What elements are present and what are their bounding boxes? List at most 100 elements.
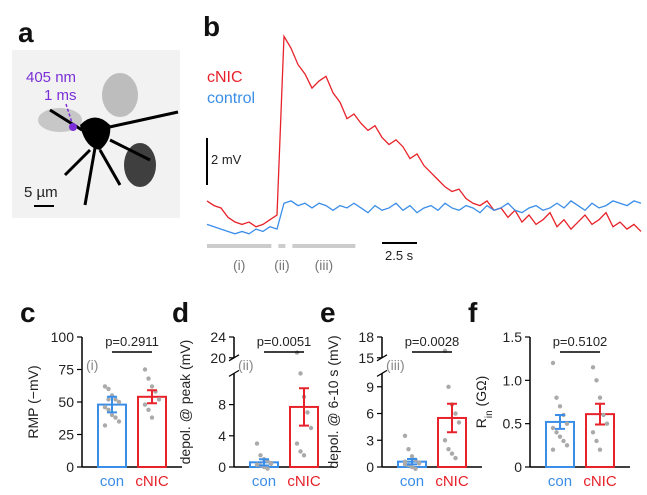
y-tick-label: 18 bbox=[358, 329, 374, 345]
trace-line bbox=[206, 200, 642, 235]
data-point bbox=[416, 461, 422, 466]
data-point bbox=[446, 384, 451, 389]
y-label-main: R bbox=[473, 418, 489, 428]
p-value: p=0.2911 bbox=[105, 334, 159, 349]
data-point bbox=[590, 430, 596, 435]
y-tick-label: 9 bbox=[366, 379, 374, 395]
axis-break bbox=[228, 369, 240, 377]
y-tick-label: 0.5 bbox=[503, 416, 523, 432]
data-point bbox=[453, 455, 458, 461]
soma bbox=[80, 117, 111, 150]
data-point bbox=[446, 446, 451, 452]
p-value: p=0.0051 bbox=[257, 334, 312, 349]
error-bar bbox=[107, 395, 117, 414]
data-point bbox=[149, 384, 155, 389]
data-point bbox=[254, 441, 260, 446]
y-tick-label: 25 bbox=[58, 427, 74, 443]
duration: 1 ms bbox=[44, 87, 77, 104]
cell-blob bbox=[124, 143, 156, 187]
data-point bbox=[557, 404, 563, 409]
y-axis-label: depol. @ 6-10 s (mV) bbox=[325, 335, 341, 468]
data-point bbox=[305, 410, 310, 415]
y-tick-label: 0 bbox=[514, 459, 522, 475]
error-bar bbox=[147, 389, 157, 405]
error-bar bbox=[407, 457, 417, 466]
data-point bbox=[557, 434, 563, 439]
data-point bbox=[113, 415, 118, 420]
x-tick-label: con bbox=[548, 473, 572, 490]
data-point bbox=[113, 397, 118, 402]
image-panel: a 405 nm 1 ms 5 µm bbox=[12, 17, 180, 218]
data-point bbox=[413, 466, 418, 471]
legend-label: cNIC bbox=[207, 69, 243, 86]
y-tick-label: 100 bbox=[51, 329, 75, 345]
y-tick-label: 0 bbox=[218, 459, 226, 475]
window-annotation: (i) bbox=[86, 357, 98, 373]
data-point bbox=[109, 412, 115, 418]
y-tick-label: 0 bbox=[366, 459, 374, 475]
data-point bbox=[268, 461, 274, 467]
error-bar bbox=[259, 458, 269, 467]
data-point bbox=[102, 405, 108, 410]
error-bar bbox=[299, 387, 309, 427]
x-tick-label: con bbox=[400, 473, 424, 490]
error-bar bbox=[555, 414, 565, 430]
x-tick-label: con bbox=[252, 473, 276, 490]
data-point bbox=[449, 451, 455, 456]
data-point bbox=[102, 384, 108, 389]
data-point bbox=[116, 419, 122, 424]
data-point bbox=[294, 441, 300, 446]
trace-line bbox=[206, 34, 642, 232]
data-point bbox=[550, 425, 556, 431]
data-point bbox=[453, 411, 458, 416]
data-point bbox=[601, 412, 606, 418]
bar bbox=[137, 395, 167, 468]
data-point bbox=[561, 438, 566, 444]
p-value: p=0.5102 bbox=[553, 334, 608, 349]
window-label: (ii) bbox=[274, 257, 290, 273]
window-annotation: (ii) bbox=[238, 357, 254, 373]
data-point bbox=[554, 395, 559, 400]
window-annotation: (iii) bbox=[386, 357, 405, 373]
data-point bbox=[409, 464, 415, 470]
data-point bbox=[146, 376, 151, 381]
legend-label: control bbox=[207, 90, 255, 107]
stim-spot bbox=[69, 123, 77, 131]
axis-break bbox=[376, 369, 388, 377]
data-point bbox=[156, 397, 162, 402]
data-point bbox=[590, 365, 596, 370]
y-tick-label: 0 bbox=[66, 459, 74, 475]
scale-label-y: 2 mV bbox=[211, 152, 242, 167]
data-point bbox=[102, 423, 108, 428]
x-tick-label: cNIC bbox=[287, 473, 321, 490]
data-point bbox=[402, 459, 408, 464]
data-point bbox=[265, 466, 270, 471]
p-value: p=0.0028 bbox=[405, 334, 460, 349]
y-tick-label: 75 bbox=[58, 362, 74, 378]
cell-blob bbox=[102, 73, 138, 117]
wavelength: 405 nm bbox=[26, 69, 76, 86]
error-bar bbox=[447, 402, 457, 434]
data-point bbox=[604, 421, 610, 426]
panel-label: d bbox=[172, 297, 189, 328]
x-tick-label: cNIC bbox=[135, 473, 169, 490]
panel-label: e bbox=[320, 297, 336, 328]
y-tick-label: 20 bbox=[210, 350, 226, 366]
stim-line bbox=[65, 103, 74, 127]
data-point bbox=[146, 407, 151, 412]
data-point bbox=[142, 367, 148, 372]
y-tick-label: 6 bbox=[366, 406, 374, 422]
error-bar bbox=[595, 402, 605, 426]
window-label: (iii) bbox=[315, 257, 334, 273]
data-point bbox=[258, 453, 263, 458]
panel-label: b bbox=[203, 11, 220, 42]
data-point bbox=[149, 415, 155, 420]
data-point bbox=[142, 402, 148, 407]
data-point bbox=[456, 420, 462, 425]
y-tick-label: 50 bbox=[58, 394, 74, 410]
data-point bbox=[564, 421, 570, 426]
dendrites bbox=[49, 108, 179, 206]
y-axis-label: Rin (GΩ) bbox=[473, 376, 495, 429]
window-label: (i) bbox=[233, 257, 245, 273]
